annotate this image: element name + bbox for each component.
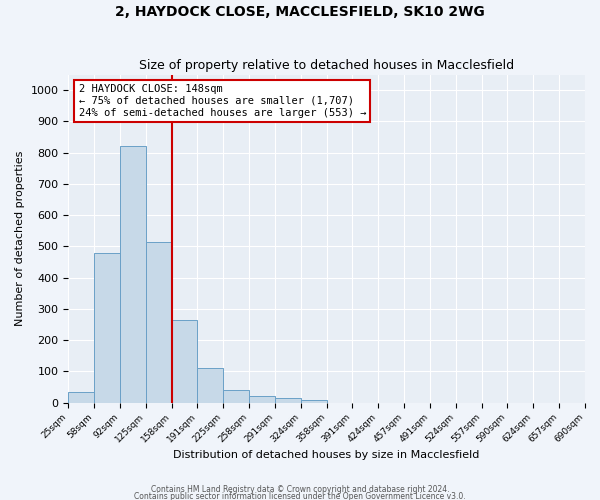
Text: 2 HAYDOCK CLOSE: 148sqm
← 75% of detached houses are smaller (1,707)
24% of semi: 2 HAYDOCK CLOSE: 148sqm ← 75% of detache… xyxy=(79,84,366,117)
Bar xyxy=(223,390,249,402)
Text: Contains HM Land Registry data © Crown copyright and database right 2024.: Contains HM Land Registry data © Crown c… xyxy=(151,486,449,494)
Bar xyxy=(301,400,326,402)
Bar xyxy=(120,146,146,402)
Bar xyxy=(197,368,223,402)
Bar xyxy=(275,398,301,402)
Bar xyxy=(172,320,197,402)
Bar xyxy=(94,252,120,402)
X-axis label: Distribution of detached houses by size in Macclesfield: Distribution of detached houses by size … xyxy=(173,450,480,460)
Text: Contains public sector information licensed under the Open Government Licence v3: Contains public sector information licen… xyxy=(134,492,466,500)
Bar xyxy=(146,242,172,402)
Bar xyxy=(68,392,94,402)
Text: 2, HAYDOCK CLOSE, MACCLESFIELD, SK10 2WG: 2, HAYDOCK CLOSE, MACCLESFIELD, SK10 2WG xyxy=(115,5,485,19)
Bar xyxy=(249,396,275,402)
Title: Size of property relative to detached houses in Macclesfield: Size of property relative to detached ho… xyxy=(139,59,514,72)
Y-axis label: Number of detached properties: Number of detached properties xyxy=(15,151,25,326)
